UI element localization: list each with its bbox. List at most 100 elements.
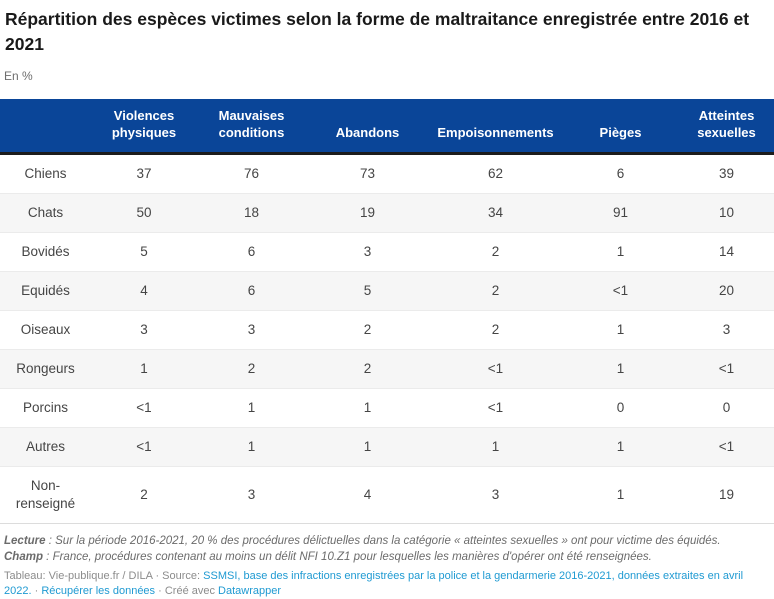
attribution-sep1: ·: [31, 585, 42, 597]
note-lecture-text: : Sur la période 2016-2021, 20 % des pro…: [45, 535, 721, 547]
chart-subtitle: En %: [4, 69, 33, 83]
table-cell: 14: [679, 232, 774, 272]
table-cell: 2: [306, 310, 429, 350]
table-cell: 76: [243, 166, 260, 181]
table-header: Violences physiques Mauvaises conditions…: [0, 99, 774, 155]
table-row-chats: Chats 50 18 19 34 91 10: [0, 193, 774, 233]
table-cell: 1: [562, 349, 679, 389]
col-header-atteintes-sexuelles: Atteintes sexuelles: [679, 99, 774, 155]
table-cell: 1: [306, 427, 429, 467]
row-label: Equidés: [0, 271, 91, 311]
table-cell: 1: [562, 466, 679, 524]
get-data-link[interactable]: Récupérer les données: [41, 585, 156, 597]
table-cell: <1: [429, 388, 562, 428]
table-cell: 73: [359, 166, 376, 181]
table-cell: 2: [429, 232, 562, 272]
table-cell: 0: [562, 388, 679, 428]
table-row-non-renseigne: Non-renseigné 2 3 4 3 1 19: [0, 466, 774, 524]
table-cell: 6: [197, 232, 306, 272]
table-cell: 2: [197, 349, 306, 389]
footnotes: Lecture : Sur la période 2016-2021, 20 %…: [4, 534, 768, 565]
table-cell: <1: [679, 349, 774, 389]
col-header-empoisonnements: Empoisonnements: [429, 99, 562, 155]
table-cell: 10: [679, 193, 774, 233]
table-row-equides: Equidés 4 6 5 2 <1 20: [0, 271, 774, 311]
table-cell: 2: [91, 466, 197, 524]
table-cell: 1: [306, 388, 429, 428]
table-row-oiseaux: Oiseaux 3 3 2 2 1 3: [0, 310, 774, 350]
row-label: Non-renseigné: [0, 466, 91, 524]
table-cell: 20: [679, 271, 774, 311]
table-cell: 91: [562, 193, 679, 233]
table-cell: 19: [306, 193, 429, 233]
table-cell: 62: [487, 166, 504, 181]
table-cell: <1: [429, 349, 562, 389]
datawrapper-link[interactable]: Datawrapper: [218, 585, 282, 597]
table-cell: 2: [429, 310, 562, 350]
table-cell: 19: [679, 466, 774, 524]
row-label: Oiseaux: [0, 310, 91, 350]
note-lecture-label: Lecture: [4, 535, 46, 547]
table-cell: 6: [197, 271, 306, 311]
table-cell: 50: [91, 193, 197, 233]
table-cell: 18: [197, 193, 306, 233]
table-cell: 1: [562, 232, 679, 272]
table-cell: 1: [429, 427, 562, 467]
table-cell: 3: [197, 466, 306, 524]
table-cell: 4: [91, 271, 197, 311]
table-row-autres: Autres <1 1 1 1 1 <1: [0, 427, 774, 467]
row-label: Rongeurs: [0, 349, 91, 389]
note-lecture: Lecture : Sur la période 2016-2021, 20 %…: [4, 534, 768, 550]
row-label: Chiens: [24, 166, 67, 181]
table-cell: 1: [91, 349, 197, 389]
source-link[interactable]: SSMSI, base des infractions enregistrées…: [4, 570, 744, 597]
note-champ: Champ : France, procédures contenant au …: [4, 550, 768, 566]
col-header-violences-physiques: Violences physiques: [91, 99, 197, 155]
attribution-sep2: · Créé avec: [155, 585, 219, 597]
table-cell: 6: [616, 166, 625, 181]
table-row-bovides: Bovidés 5 6 3 2 1 14: [0, 232, 774, 272]
table-cell: 3: [306, 232, 429, 272]
table-cell: <1: [679, 427, 774, 467]
table-cell: 3: [91, 310, 197, 350]
note-champ-text: : France, procédures contenant au moins …: [42, 550, 652, 563]
table-cell: 5: [91, 232, 197, 272]
table-cell: 3: [197, 310, 306, 350]
table-cell: 1: [197, 427, 306, 467]
col-header-species: [0, 99, 91, 155]
table-row-porcins: Porcins <1 1 1 <1 0 0: [0, 388, 774, 428]
row-label: Chats: [0, 193, 91, 233]
header-row: Violences physiques Mauvaises conditions…: [0, 99, 774, 155]
chart-title: Répartition des espèces victimes selon l…: [5, 9, 750, 54]
note-champ-label: Champ: [4, 550, 43, 563]
table-cell: 0: [679, 388, 774, 428]
table-cell: 1: [562, 427, 679, 467]
table-cell: <1: [91, 427, 197, 467]
table-cell: <1: [91, 388, 197, 428]
table-cell: 4: [306, 466, 429, 524]
table-cell: 3: [429, 466, 562, 524]
col-header-pieges: Pièges: [562, 99, 679, 155]
table-cell: 34: [429, 193, 562, 233]
maltreatment-table: Violences physiques Mauvaises conditions…: [0, 99, 774, 524]
table-cell: 3: [679, 310, 774, 350]
table-cell: <1: [562, 271, 679, 311]
table-cell: 1: [562, 310, 679, 350]
table-cell: 37: [136, 166, 152, 181]
table-row-chiens: Chiens 37 76 73 62 6 39: [0, 154, 774, 194]
table-cell: 2: [306, 349, 429, 389]
table-cell: 1: [197, 388, 306, 428]
table-cell: 2: [429, 271, 562, 311]
attribution: Tableau: Vie-publique.fr / DILA · Source…: [4, 569, 768, 599]
table-cell: 5: [306, 271, 429, 311]
col-header-mauvaises-conditions: Mauvaises conditions: [197, 99, 306, 155]
row-label: Porcins: [0, 388, 91, 428]
attribution-prefix: Tableau: Vie-publique.fr / DILA · Source…: [4, 570, 204, 582]
row-label: Bovidés: [0, 232, 91, 272]
col-header-abandons: Abandons: [306, 99, 429, 155]
table-row-rongeurs: Rongeurs 1 2 2 <1 1 <1: [0, 349, 774, 389]
table-body: Chiens 37 76 73 62 6 39 Chats 50 18 19 3…: [0, 154, 774, 524]
table-cell: 39: [718, 166, 735, 181]
row-label: Autres: [0, 427, 91, 467]
